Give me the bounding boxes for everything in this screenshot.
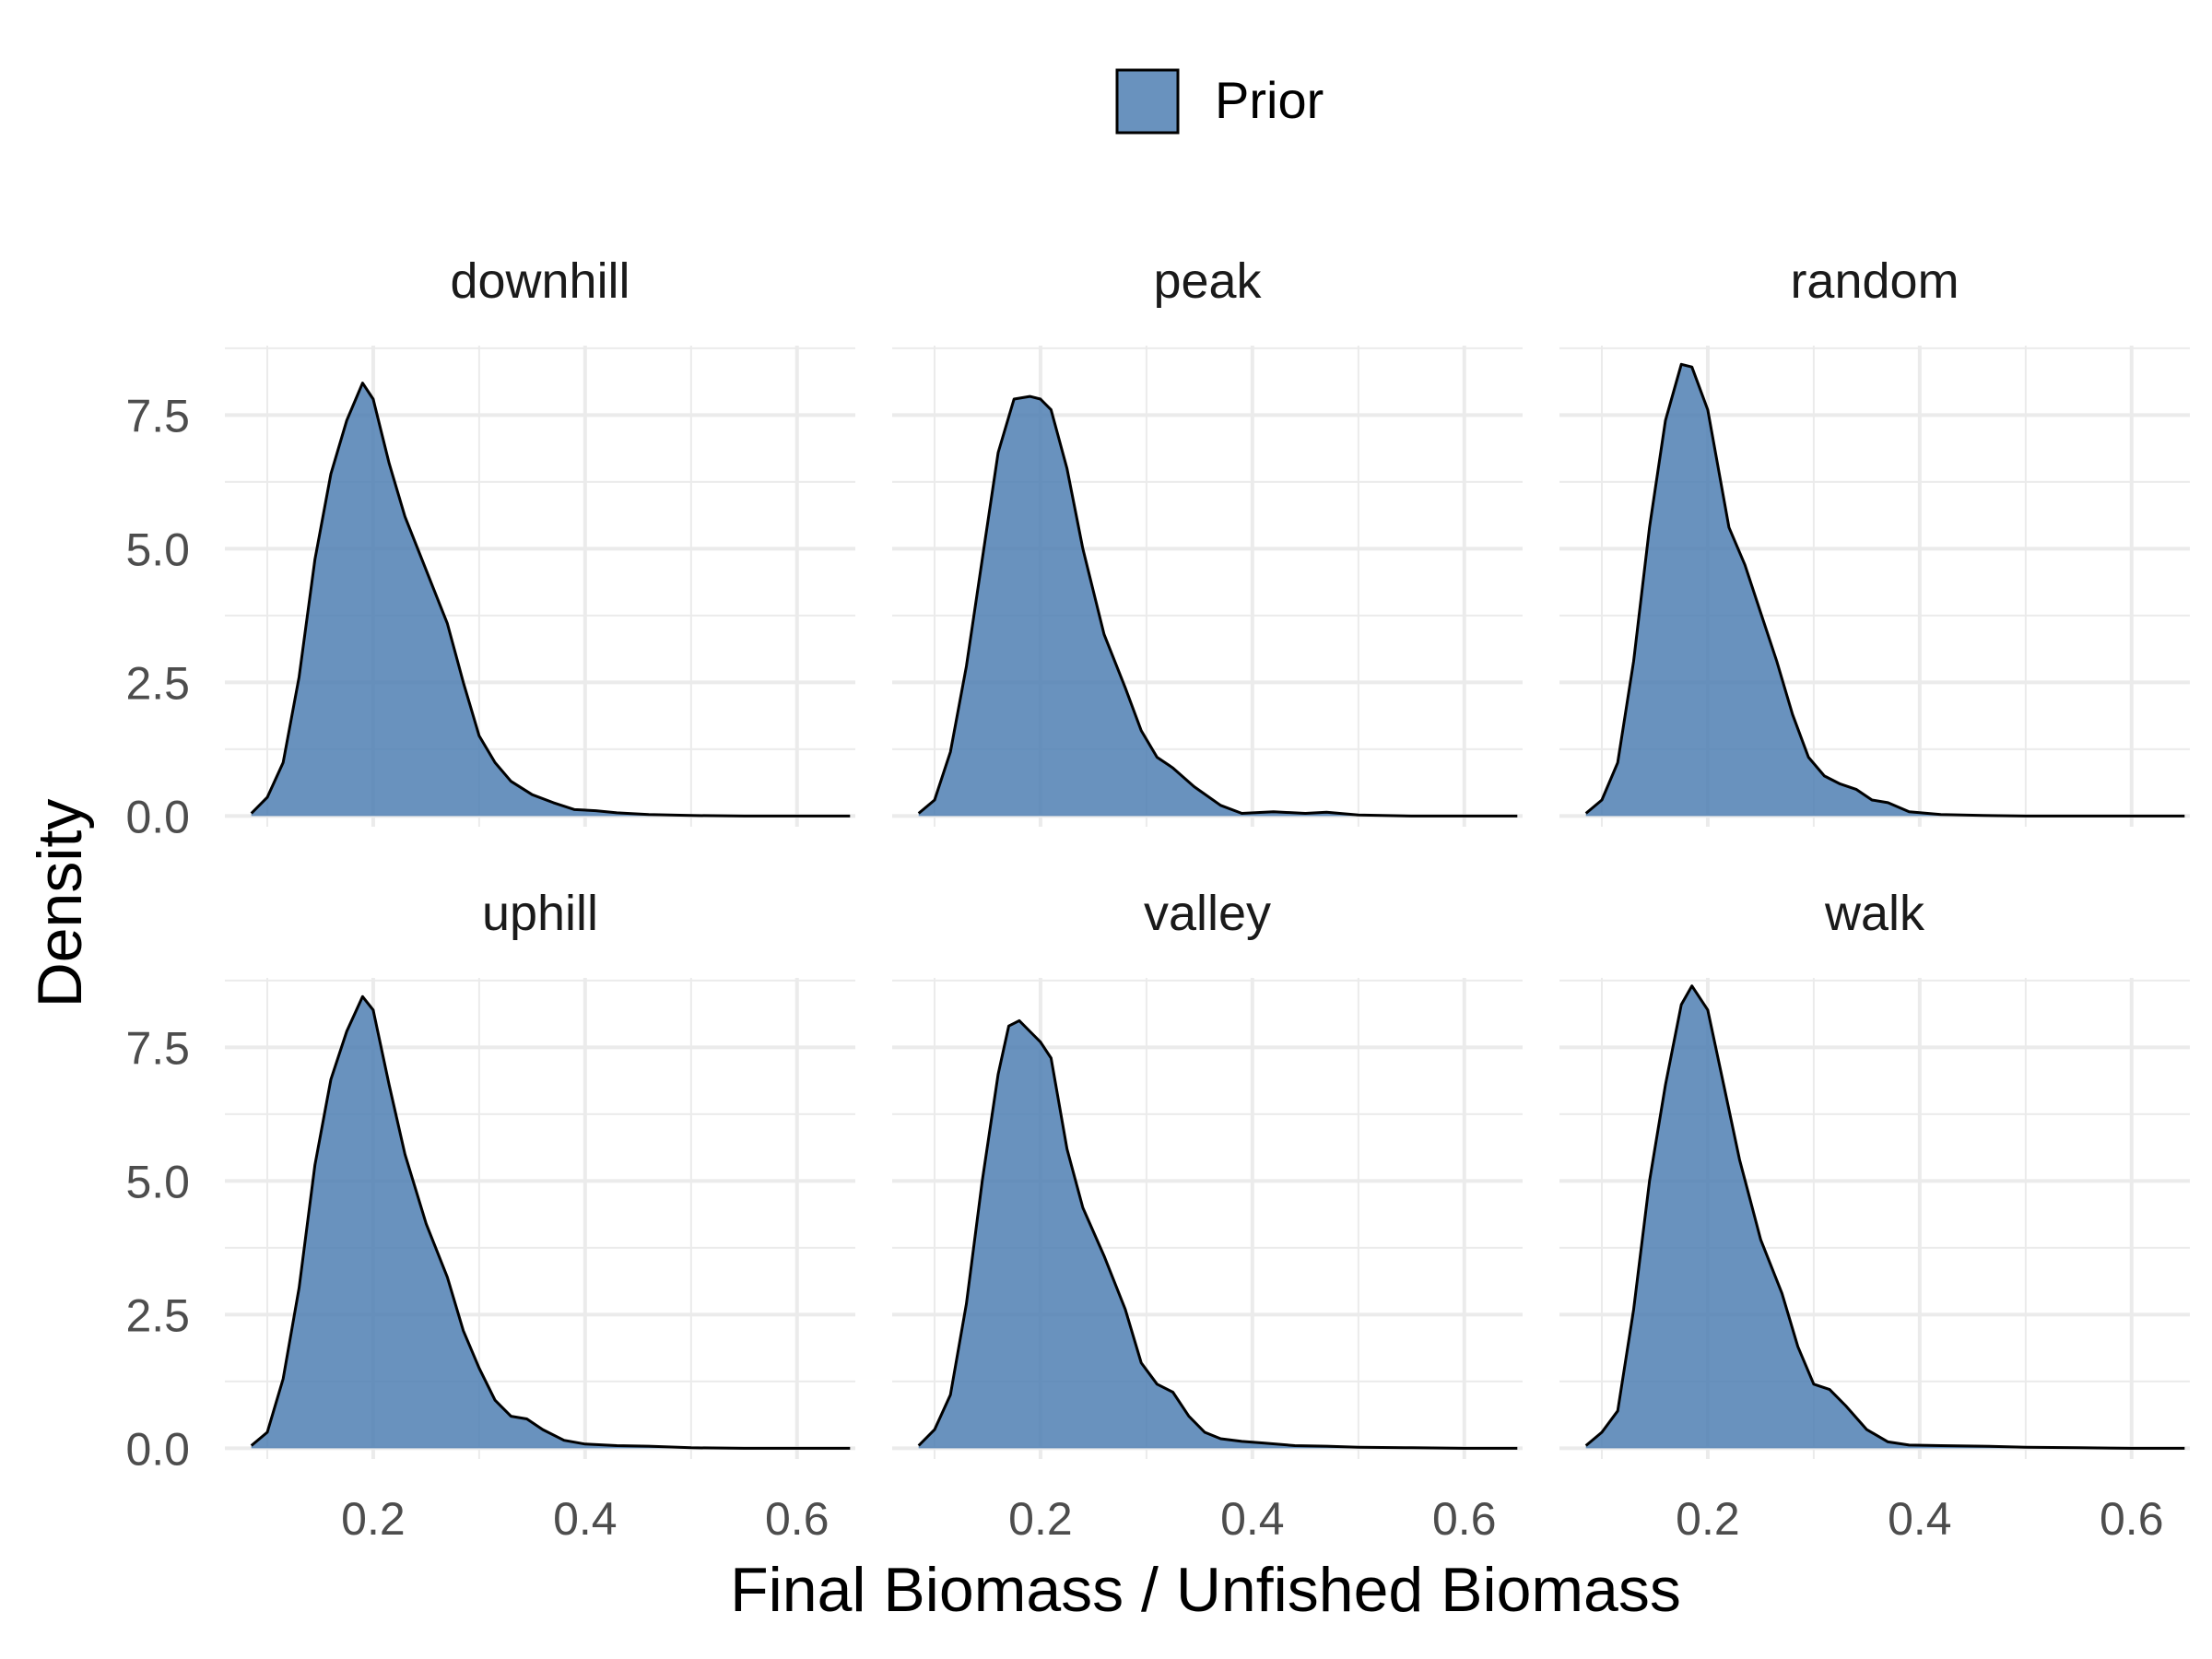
- density-line-peak: [917, 394, 1518, 818]
- x-tick-label: 0.6: [1432, 1493, 1497, 1545]
- density-area-downhill: [251, 382, 851, 817]
- density-area-walk: [1585, 985, 2185, 1449]
- panel-walk: walk 0.2 0.4 0.6: [1559, 886, 2190, 1545]
- y-tick-label: 0.0: [125, 1423, 190, 1475]
- legend-key-prior: [1115, 68, 1180, 135]
- facet-panels: downhill 0.0 2.5 5.0 7.5 peak random uphill 0.0 2…: [125, 253, 2190, 1545]
- x-tick-label: 0.2: [1008, 1493, 1073, 1545]
- legend: Prior: [1115, 68, 1324, 135]
- density-area-uphill: [251, 996, 851, 1449]
- y-tick-label: 5.0: [125, 524, 190, 575]
- y-tick-label: 7.5: [125, 390, 190, 441]
- legend-label-prior: Prior: [1215, 71, 1324, 129]
- facet-title-uphill: uphill: [482, 886, 598, 941]
- panel-downhill: downhill 0.0 2.5 5.0 7.5: [125, 253, 855, 842]
- y-tick-label: 5.0: [125, 1156, 190, 1207]
- facet-title-valley: valley: [1144, 886, 1271, 941]
- density-line-uphill: [250, 994, 851, 1450]
- density-line-downhill: [250, 382, 851, 818]
- density-area-valley: [918, 1020, 1518, 1449]
- y-tick-label: 7.5: [125, 1022, 190, 1074]
- facet-title-peak: peak: [1153, 253, 1262, 309]
- x-tick-label: 0.4: [553, 1493, 618, 1545]
- x-tick-label: 0.2: [341, 1493, 406, 1545]
- x-tick-label: 0.4: [1220, 1493, 1285, 1545]
- density-line-random: [1584, 362, 2185, 818]
- x-tick-label: 0.4: [1888, 1493, 1952, 1545]
- panel-uphill: uphill 0.0 2.5 5.0 7.5 0.2 0.4 0.6: [125, 886, 855, 1545]
- x-tick-label: 0.6: [765, 1493, 830, 1545]
- panel-random: random: [1559, 253, 2190, 827]
- density-line-walk: [1584, 984, 2185, 1450]
- density-area-peak: [918, 396, 1518, 817]
- facet-title-walk: walk: [1824, 886, 1925, 941]
- x-tick-label: 0.6: [2100, 1493, 2164, 1545]
- panel-peak: peak: [892, 253, 1523, 827]
- density-area-random: [1585, 364, 2185, 817]
- y-axis-title: Density: [25, 799, 95, 1008]
- x-axis-title: Final Biomass / Unfished Biomass: [730, 1555, 1681, 1625]
- density-line-valley: [917, 1018, 1518, 1450]
- panel-valley: valley 0.2 0.4 0.6: [892, 886, 1523, 1545]
- y-tick-label: 0.0: [125, 791, 190, 842]
- y-tick-label: 2.5: [125, 1289, 190, 1341]
- y-tick-label: 2.5: [125, 657, 190, 709]
- x-tick-label: 0.2: [1676, 1493, 1740, 1545]
- facet-title-random: random: [1790, 253, 1959, 309]
- facet-title-downhill: downhill: [450, 253, 629, 309]
